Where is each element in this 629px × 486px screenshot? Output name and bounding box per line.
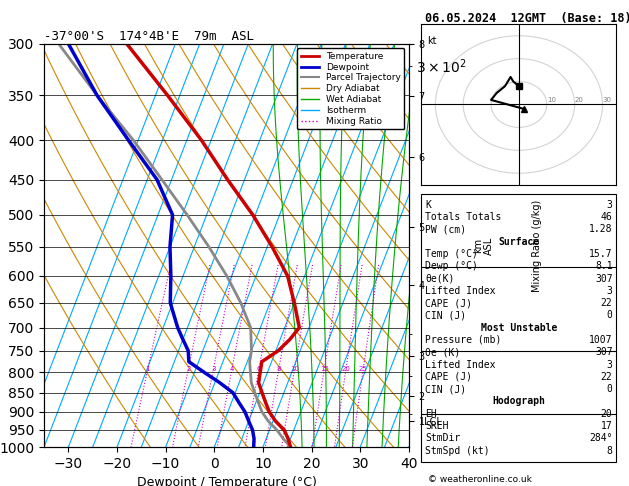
- Text: StmSpd (kt): StmSpd (kt): [425, 446, 490, 456]
- Text: θe (K): θe (K): [425, 347, 460, 357]
- Text: 17: 17: [601, 421, 613, 431]
- Text: 0: 0: [606, 311, 613, 320]
- Text: CAPE (J): CAPE (J): [425, 298, 472, 308]
- Text: 307: 307: [595, 347, 613, 357]
- Text: Surface: Surface: [498, 237, 540, 246]
- Text: Lifted Index: Lifted Index: [425, 286, 496, 296]
- Text: 3: 3: [606, 360, 613, 369]
- Text: θe(K): θe(K): [425, 274, 455, 283]
- Text: kt: kt: [427, 36, 437, 46]
- Text: 06.05.2024  12GMT  (Base: 18): 06.05.2024 12GMT (Base: 18): [425, 12, 629, 25]
- Y-axis label: km
ASL: km ASL: [473, 236, 494, 255]
- Text: StmDir: StmDir: [425, 434, 460, 443]
- Text: 0: 0: [606, 384, 613, 394]
- Text: 10: 10: [290, 365, 299, 372]
- Text: 22: 22: [601, 298, 613, 308]
- Text: 10: 10: [547, 97, 556, 103]
- Text: Totals Totals: Totals Totals: [425, 212, 502, 222]
- Text: CAPE (J): CAPE (J): [425, 372, 472, 382]
- Text: CIN (J): CIN (J): [425, 384, 467, 394]
- Text: 3: 3: [606, 200, 613, 210]
- Text: Lifted Index: Lifted Index: [425, 360, 496, 369]
- Text: EH: EH: [425, 409, 437, 419]
- Text: 8.1: 8.1: [595, 261, 613, 271]
- Text: 3: 3: [211, 365, 216, 372]
- Legend: Temperature, Dewpoint, Parcel Trajectory, Dry Adiabat, Wet Adiabat, Isotherm, Mi: Temperature, Dewpoint, Parcel Trajectory…: [297, 48, 404, 129]
- Text: 284°: 284°: [589, 434, 613, 443]
- Text: 1007: 1007: [589, 335, 613, 345]
- Text: 46: 46: [601, 212, 613, 222]
- Text: 307: 307: [595, 274, 613, 283]
- Text: 20: 20: [601, 409, 613, 419]
- Text: Most Unstable: Most Unstable: [481, 323, 557, 333]
- Text: 22: 22: [601, 372, 613, 382]
- X-axis label: Dewpoint / Temperature (°C): Dewpoint / Temperature (°C): [136, 476, 316, 486]
- Text: 25: 25: [359, 365, 368, 372]
- Text: Pressure (mb): Pressure (mb): [425, 335, 502, 345]
- Text: 3: 3: [606, 286, 613, 296]
- Text: 20: 20: [342, 365, 350, 372]
- Text: 4: 4: [230, 365, 234, 372]
- Text: 15.7: 15.7: [589, 249, 613, 259]
- Text: © weatheronline.co.uk: © weatheronline.co.uk: [428, 474, 532, 484]
- Text: 1: 1: [145, 365, 150, 372]
- Text: 1.28: 1.28: [589, 225, 613, 234]
- Text: SREH: SREH: [425, 421, 449, 431]
- Text: -37°00'S  174°4B'E  79m  ASL: -37°00'S 174°4B'E 79m ASL: [44, 30, 254, 43]
- Text: 15: 15: [320, 365, 329, 372]
- Text: Hodograph: Hodograph: [493, 397, 545, 406]
- Text: 30: 30: [603, 97, 611, 103]
- Text: 6: 6: [257, 365, 261, 372]
- Text: PW (cm): PW (cm): [425, 225, 467, 234]
- Text: 2: 2: [186, 365, 191, 372]
- Text: Mixing Ratio (g/kg): Mixing Ratio (g/kg): [532, 199, 542, 292]
- Text: 8: 8: [277, 365, 281, 372]
- Text: Temp (°C): Temp (°C): [425, 249, 478, 259]
- Text: K: K: [425, 200, 431, 210]
- Text: 20: 20: [575, 97, 584, 103]
- Text: CIN (J): CIN (J): [425, 311, 467, 320]
- Text: 8: 8: [606, 446, 613, 456]
- Text: Dewp (°C): Dewp (°C): [425, 261, 478, 271]
